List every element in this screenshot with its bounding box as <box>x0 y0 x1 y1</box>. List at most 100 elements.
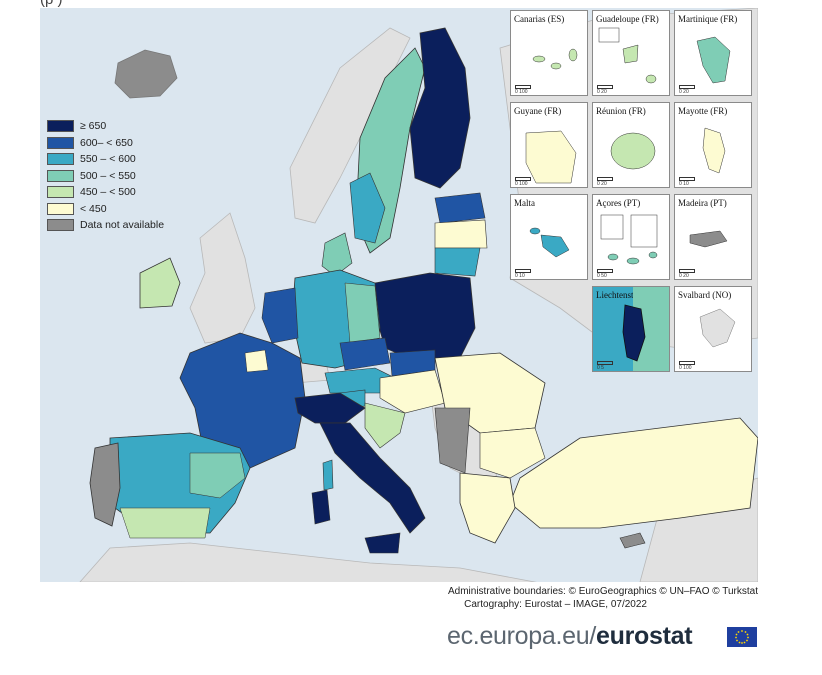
inset-guyane[interactable]: Guyane (FR) 0 100 <box>510 102 588 188</box>
legend-swatch <box>47 202 74 215</box>
scale-bar <box>515 85 531 89</box>
legend-swatch <box>47 169 74 182</box>
scale-bar <box>597 269 613 273</box>
sardinia <box>311 489 331 525</box>
inset-title: Guyane (FR) <box>514 106 562 116</box>
inset-svalbard[interactable]: Svalbard (NO) 0 100 <box>674 286 752 372</box>
sicily <box>364 532 401 554</box>
legend-swatch <box>47 136 74 149</box>
north-africa <box>79 542 537 582</box>
legend-label: < 450 <box>80 202 107 215</box>
denmark <box>321 232 353 277</box>
iceland <box>114 49 178 99</box>
inset-acores[interactable]: Açores (PT) 0 50 <box>592 194 670 280</box>
inset-map-shape <box>598 27 657 84</box>
legend-swatch <box>47 219 74 232</box>
inset-title: Réunion (FR) <box>596 106 646 116</box>
inset-title: Açores (PT) <box>596 198 641 208</box>
hungary <box>379 369 446 414</box>
legend-item: Data not available <box>47 217 197 234</box>
scale-label: 0 100 <box>515 89 528 95</box>
legend-label: Data not available <box>80 219 165 232</box>
germany-east <box>344 282 381 344</box>
legend-item: 550 – < 600 <box>47 151 197 168</box>
sweden-south <box>349 172 386 244</box>
lithuania <box>434 247 481 277</box>
inset-guadeloupe[interactable]: Guadeloupe (FR) 0 20 <box>592 10 670 96</box>
inset-mayotte[interactable]: Mayotte (FR) 0 10 <box>674 102 752 188</box>
eu-flag-icon <box>727 627 757 647</box>
scale-label: 0 10 <box>679 181 689 187</box>
inset-title: Liechtenstein <box>596 290 645 300</box>
czechia <box>339 337 391 371</box>
inset-title: Canarias (ES) <box>514 14 565 24</box>
croatia <box>364 402 406 449</box>
balkans-grey <box>434 407 471 474</box>
cyprus <box>619 532 646 549</box>
scale-bar <box>597 85 613 89</box>
inset-map-shape <box>529 227 570 258</box>
scale-bar <box>515 177 531 181</box>
scale-label: 0 10 <box>515 273 525 279</box>
inset-maps: Canarias (ES) 0 100 Guadeloupe (FR) 0 20… <box>510 10 754 376</box>
inset-martinique[interactable]: Martinique (FR) 0 20 <box>674 10 752 96</box>
brand-domain: ec.europa.eu/ <box>447 622 596 650</box>
legend: ≥ 650 600– < 650 550 – < 600 500 – < 550… <box>47 118 197 234</box>
inset-map-shape <box>702 127 726 174</box>
inset-title: Guadeloupe (FR) <box>596 14 659 24</box>
legend-label: 450 – < 500 <box>80 186 136 199</box>
poland <box>374 272 476 364</box>
inset-map-shape <box>525 130 577 184</box>
scale-label: 0 100 <box>515 181 528 187</box>
credit-cartography: Cartography: Eurostat – IMAGE, 07/2022 <box>464 599 647 610</box>
credit-boundaries: Administrative boundaries: © EuroGeograp… <box>447 586 758 597</box>
scale-label: 0 20 <box>597 89 607 95</box>
inset-title: Mayotte (FR) <box>678 106 728 116</box>
scale-bar <box>679 361 695 365</box>
legend-item: ≥ 650 <box>47 118 197 135</box>
legend-item: 450 – < 500 <box>47 184 197 201</box>
legend-label: ≥ 650 <box>80 120 107 133</box>
legend-label: 550 – < 600 <box>80 153 136 166</box>
italy <box>319 422 426 534</box>
title-fragment: (p ) <box>40 0 63 8</box>
inset-title: Svalbard (NO) <box>678 290 732 300</box>
inset-map-shape <box>600 214 658 265</box>
scale-label: 0 50 <box>597 273 607 279</box>
ireland <box>139 257 181 309</box>
inset-reunion[interactable]: Réunion (FR) 0 20 <box>592 102 670 188</box>
scale-label: 0 20 <box>679 89 689 95</box>
brand-name: eurostat <box>596 622 693 650</box>
finland <box>409 27 471 189</box>
eurostat-brand[interactable]: ec.europa.eu/eurostat <box>447 622 693 651</box>
inset-title: Madeira (PT) <box>678 198 727 208</box>
legend-label: 500 – < 550 <box>80 169 136 182</box>
benelux <box>261 287 299 344</box>
greece <box>459 472 516 544</box>
scale-bar <box>679 177 695 181</box>
inset-malta[interactable]: Malta 0 10 <box>510 194 588 280</box>
legend-swatch <box>47 120 74 133</box>
inset-map-shape <box>689 230 728 248</box>
estonia <box>434 192 486 224</box>
scale-label: 0 20 <box>679 273 689 279</box>
scale-bar <box>679 85 695 89</box>
inset-title: Malta <box>514 198 535 208</box>
inset-map-shape <box>610 132 656 170</box>
france-paris <box>244 349 269 373</box>
inset-madeira[interactable]: Madeira (PT) 0 20 <box>674 194 752 280</box>
scale-label: 0 20 <box>597 181 607 187</box>
inset-map-shape <box>696 36 731 84</box>
inset-liechtenstein[interactable]: Liechtenstein 0 5 <box>592 286 670 372</box>
spain-south <box>119 507 211 539</box>
inset-map-shape <box>699 308 736 348</box>
legend-item: 600– < 650 <box>47 135 197 152</box>
latvia <box>434 219 488 249</box>
scale-bar <box>597 361 613 365</box>
spain-east <box>189 452 246 499</box>
uk <box>189 212 256 344</box>
inset-canarias[interactable]: Canarias (ES) 0 100 <box>510 10 588 96</box>
turkey <box>509 417 758 529</box>
legend-item: < 450 <box>47 201 197 218</box>
legend-swatch <box>47 186 74 199</box>
